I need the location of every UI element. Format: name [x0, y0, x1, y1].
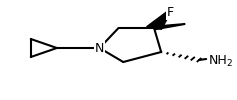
Polygon shape	[153, 24, 185, 30]
Text: NH: NH	[209, 54, 227, 66]
Text: 2: 2	[227, 60, 232, 68]
Text: N: N	[95, 42, 104, 55]
Text: F: F	[167, 6, 174, 18]
Polygon shape	[147, 10, 172, 29]
